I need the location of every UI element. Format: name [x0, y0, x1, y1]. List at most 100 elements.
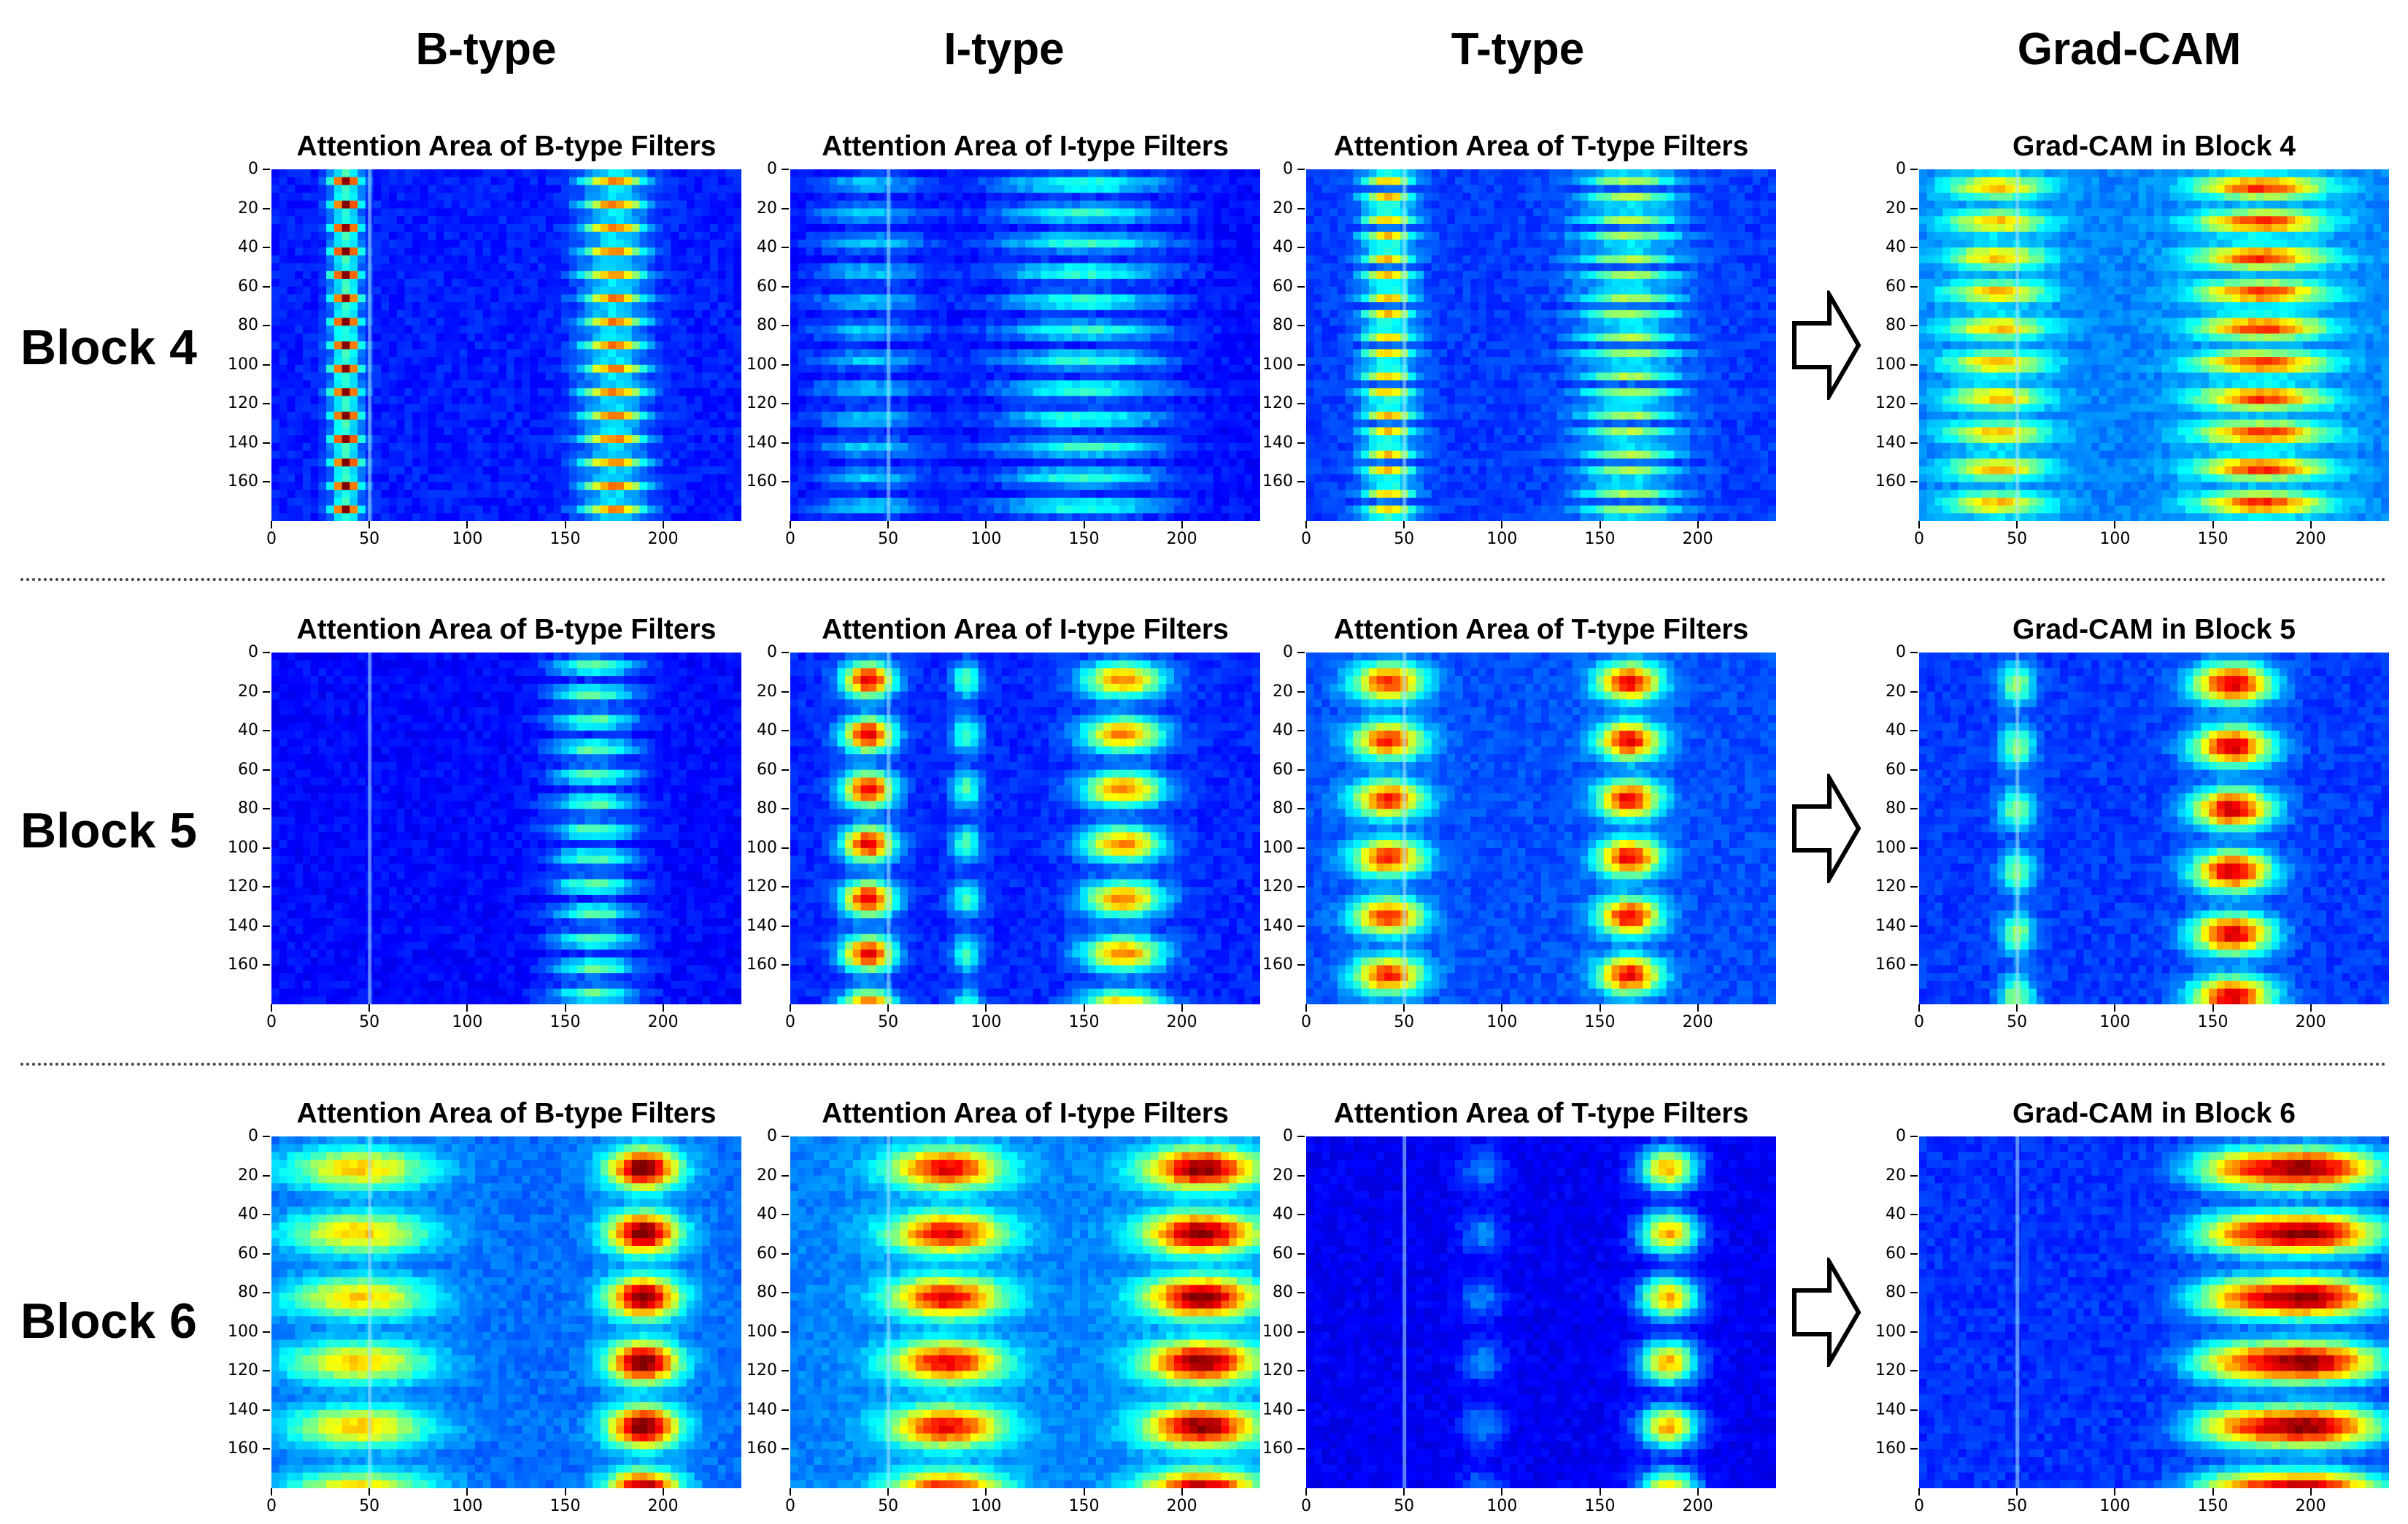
heatmap-cell	[373, 177, 382, 186]
heatmap-cell	[490, 255, 499, 264]
heatmap-cell	[1135, 239, 1143, 248]
heatmap-cell	[302, 419, 312, 428]
heatmap-cell	[1221, 193, 1230, 201]
heatmap-cell	[326, 193, 335, 201]
heatmap-cell	[1229, 333, 1238, 342]
heatmap-cell	[287, 497, 296, 507]
heatmap-cell	[1111, 372, 1120, 381]
heatmap-cell	[600, 404, 609, 412]
heatmap-cell	[396, 450, 406, 459]
heatmap-cell	[790, 255, 799, 264]
heatmap-cell	[938, 200, 948, 209]
heatmap-cell	[986, 419, 995, 428]
heatmap-cell	[459, 442, 468, 452]
heatmap-cell	[837, 450, 846, 459]
heatmap-cell	[428, 497, 436, 507]
heatmap-cell	[814, 278, 822, 288]
heatmap-cell	[908, 333, 916, 342]
heatmap-cell	[702, 458, 711, 467]
heatmap-cell	[655, 349, 664, 358]
heatmap-cell	[467, 419, 476, 428]
heatmap-cell	[451, 482, 460, 490]
heatmap-cell	[295, 169, 304, 178]
heatmap-cell	[962, 318, 971, 326]
heatmap-cell	[310, 302, 319, 311]
heatmap-cell	[584, 341, 593, 350]
heatmap-cell	[671, 208, 679, 217]
heatmap-cell	[287, 442, 296, 452]
heatmap-cell	[530, 513, 539, 521]
heatmap-cell	[428, 357, 436, 366]
heatmap-cell	[1064, 372, 1073, 381]
heatmap-cell	[798, 412, 807, 420]
heatmap-cell	[1009, 396, 1018, 404]
heatmap-cell	[1252, 450, 1260, 459]
heatmap-cell	[1252, 231, 1260, 240]
heatmap-cell	[837, 333, 846, 342]
heatmap-cell	[333, 271, 343, 280]
heatmap-cell	[522, 263, 530, 272]
heatmap-cell	[553, 466, 562, 475]
heatmap-cell	[396, 427, 406, 436]
heatmap-cell	[962, 419, 971, 428]
heatmap-cell	[655, 223, 664, 233]
heatmap-cell	[946, 193, 955, 201]
heatmap-cell	[876, 435, 885, 444]
heatmap-cell	[679, 333, 687, 342]
heatmap-cell	[946, 223, 955, 233]
heatmap-cell	[1150, 450, 1159, 459]
heatmap-cell	[1197, 278, 1206, 288]
heatmap-cell	[931, 208, 940, 217]
heatmap-cell	[279, 505, 288, 514]
heatmap-cell	[404, 309, 413, 319]
heatmap-cell	[1119, 318, 1128, 326]
heatmap-cell	[790, 404, 799, 412]
heatmap-cell	[1181, 263, 1190, 272]
heatmap-cell	[978, 302, 987, 311]
heatmap-cell	[412, 193, 421, 201]
heatmap-cell	[970, 442, 979, 452]
heatmap-cell	[837, 247, 846, 256]
heatmap-cell	[420, 309, 429, 319]
heatmap-cell	[631, 505, 641, 514]
heatmap-cell	[1072, 185, 1081, 193]
heatmap-cell	[553, 271, 562, 280]
heatmap-cell	[954, 193, 963, 201]
heatmap-cell	[553, 435, 562, 444]
heatmap-cell	[1221, 318, 1230, 326]
heatmap-cell	[600, 513, 609, 521]
heatmap-cell	[1229, 412, 1238, 420]
heatmap-cell	[381, 458, 390, 467]
heatmap-cell	[350, 380, 358, 389]
heatmap-cell	[1064, 450, 1073, 459]
heatmap-cell	[326, 349, 335, 358]
heatmap-cell	[1056, 255, 1065, 264]
heatmap-cell	[970, 286, 979, 295]
heatmap-cell	[1095, 341, 1104, 350]
heatmap-cell	[1143, 419, 1151, 428]
heatmap-cell	[576, 412, 585, 420]
heatmap-cell	[679, 302, 687, 311]
heatmap-cell	[318, 404, 327, 412]
heatmap-cell	[986, 364, 995, 374]
heatmap-cell	[514, 200, 523, 209]
heatmap-cell	[475, 185, 484, 193]
heatmap-cell	[892, 364, 900, 374]
heatmap-cell	[1072, 231, 1081, 240]
heatmap-cell	[389, 278, 398, 288]
heatmap-cell	[287, 380, 296, 389]
heatmap-cell	[490, 349, 499, 358]
heatmap-cell	[1173, 193, 1183, 201]
heatmap-cell	[459, 490, 468, 499]
heatmap-cell	[1041, 404, 1049, 412]
heatmap-cell	[1213, 435, 1222, 444]
heatmap-cell	[837, 169, 846, 178]
heatmap-cell	[568, 341, 578, 350]
heatmap-cell	[568, 513, 578, 521]
heatmap-cell	[806, 223, 814, 233]
heatmap-cell	[506, 302, 515, 311]
heatmap-cell	[814, 357, 822, 366]
heatmap-cell	[553, 412, 562, 420]
heatmap-cell	[717, 490, 727, 499]
heatmap-cell	[1181, 177, 1190, 186]
